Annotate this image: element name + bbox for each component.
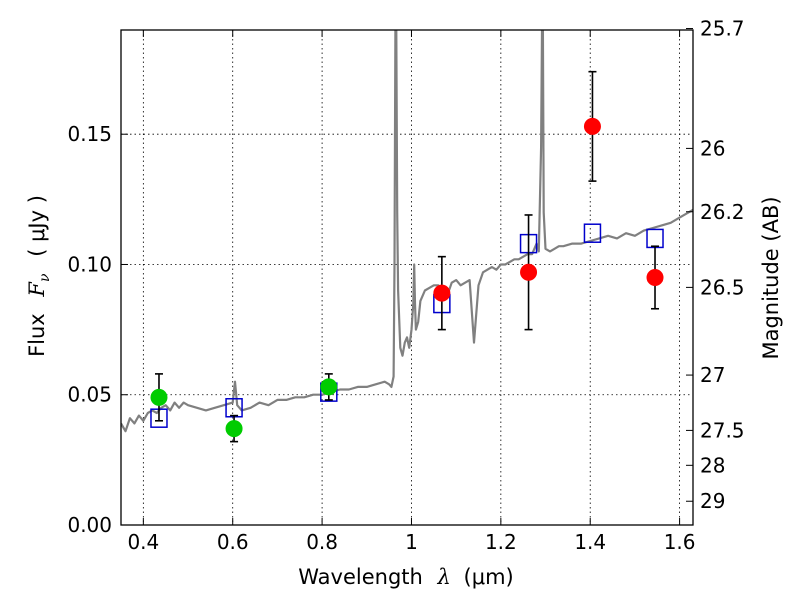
x-tick-label: 0.6 [217, 530, 249, 554]
spectrum-line [121, 30, 693, 433]
x-axis-label: Wavelength λ (μm) [298, 565, 513, 589]
plot-area [121, 30, 693, 443]
y-tick-label: 0.00 [67, 513, 112, 537]
mag-tick-label: 25.7 [700, 17, 745, 41]
grid [121, 30, 693, 526]
data-point [433, 284, 451, 302]
data-point [520, 263, 538, 281]
x-tick-label: 1 [405, 530, 418, 554]
x-tick-label: 1.2 [485, 530, 517, 554]
y-axis-label: Flux Fν ( μJy ) [25, 195, 54, 357]
x-axis-symbol: λ [437, 565, 451, 589]
data-point [646, 269, 664, 286]
y-axis-symbol: F [25, 281, 49, 298]
model-square-marker [583, 223, 602, 243]
y-axis-unit: ( μJy ) [25, 195, 49, 257]
series-group [121, 30, 693, 443]
x-tick-label: 1.6 [664, 530, 696, 554]
y-tick-label: 0.05 [67, 383, 112, 407]
data-point [583, 117, 601, 135]
data-point [225, 420, 243, 438]
y-axis-label-text: Flux [25, 313, 49, 357]
y-tick-label: 0.15 [67, 122, 112, 146]
x-axis-unit: (μm) [464, 565, 514, 589]
y-axis-symbol-sub: ν [37, 273, 53, 282]
mag-tick-label: 26 [700, 136, 725, 160]
mag-tick-label: 26.2 [700, 200, 745, 224]
right-axis-label: Magnitude (AB) [759, 196, 783, 359]
x-axis-label-text: Wavelength [298, 565, 423, 589]
mag-tick-label: 26.5 [700, 275, 745, 299]
x-tick-label: 0.4 [127, 530, 159, 554]
x-tick-label: 0.8 [306, 530, 338, 554]
mag-tick-label: 27.5 [700, 418, 745, 442]
ticks: 0.4 0.6 0.8 1 1.2 1.4 1.6 0.00 0.05 0.10 0.15 25.7 2… [67, 17, 744, 554]
x-tick-label: 1.4 [574, 530, 606, 554]
data-point [320, 378, 338, 396]
axes-frame [120, 29, 694, 526]
y-tick-label: 0.10 [67, 252, 112, 276]
mag-tick-label: 27 [700, 363, 725, 387]
mag-tick-label: 29 [700, 489, 725, 513]
data-point [150, 388, 168, 406]
mag-tick-label: 28 [700, 453, 725, 477]
